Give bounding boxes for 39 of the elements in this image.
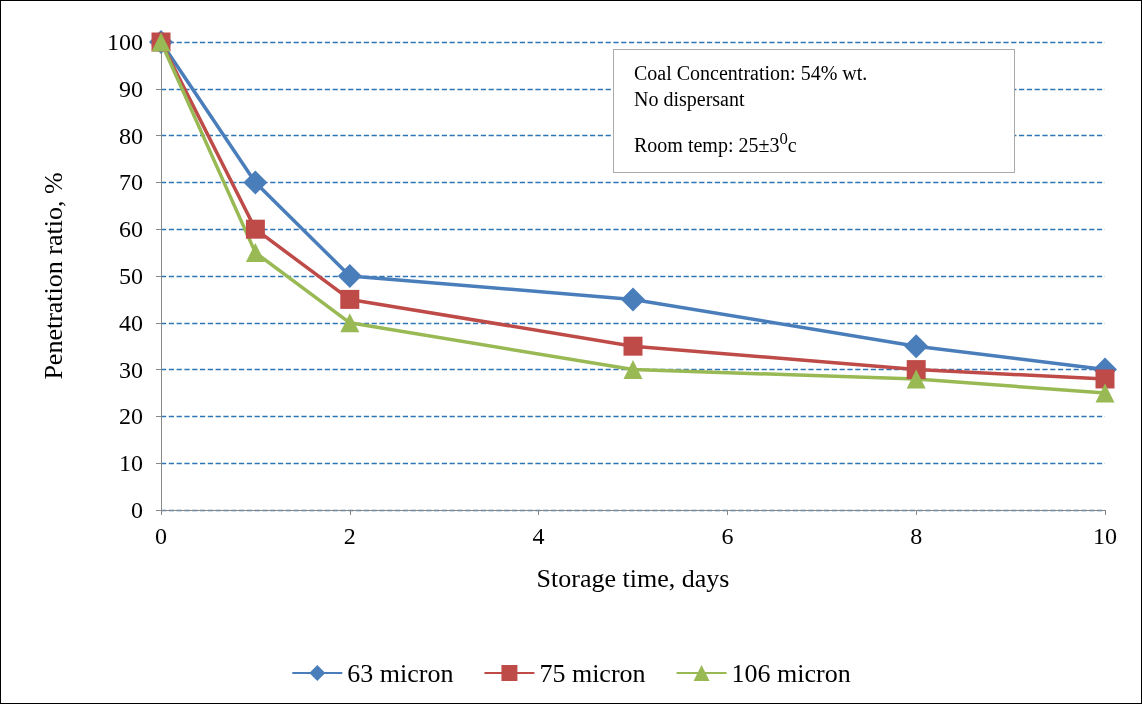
point <box>337 264 362 288</box>
point <box>245 243 265 263</box>
point <box>621 287 645 312</box>
annotation: No dispersant <box>634 87 746 112</box>
x-tick-label: 8 <box>910 523 923 549</box>
point <box>904 334 929 359</box>
point <box>243 170 268 195</box>
y-tick-label: 40 <box>119 309 143 336</box>
y-tick-label: 10 <box>119 450 143 477</box>
x-tick-label: 6 <box>721 523 734 549</box>
y-tick-label: 50 <box>119 263 143 289</box>
x-tick-label: 10 <box>1093 523 1117 549</box>
point <box>1095 369 1115 389</box>
x-axis-title: Storage time, days <box>536 563 730 593</box>
y-tick-label: 100 <box>107 29 143 55</box>
note-box: Coal Concentration: 54% wt. No dispersant Room temp: 25±3$^{0}$c <box>613 49 1015 173</box>
y-tick-label: 90 <box>119 75 143 102</box>
point <box>1095 383 1115 403</box>
point <box>623 336 643 356</box>
x-tick-label: 0 <box>155 523 167 549</box>
y-axis-title: Penetration ratio, % <box>38 172 68 380</box>
legend-label: 63 micron <box>347 658 454 688</box>
annotation: Room temp: 25±3$^{0}$c <box>634 128 798 158</box>
y-tick-label: 80 <box>119 122 143 149</box>
y-tick-label: 70 <box>119 169 143 196</box>
point <box>245 219 265 239</box>
legend-label: 106 micron <box>731 658 851 688</box>
x-tick-label: 2 <box>343 523 356 549</box>
annotation: Coal Concentration: 54% wt. <box>634 61 869 86</box>
legend-label: 75 micron <box>539 658 646 688</box>
point <box>906 369 926 389</box>
y-tick-label: 0 <box>131 497 143 523</box>
point <box>623 360 643 380</box>
point <box>340 313 360 333</box>
y-tick-label: 60 <box>119 216 143 243</box>
x-tick-label: 4 <box>532 523 545 549</box>
y-tick-label: 30 <box>119 356 143 383</box>
point <box>340 289 360 309</box>
y-tick-label: 20 <box>119 403 143 430</box>
